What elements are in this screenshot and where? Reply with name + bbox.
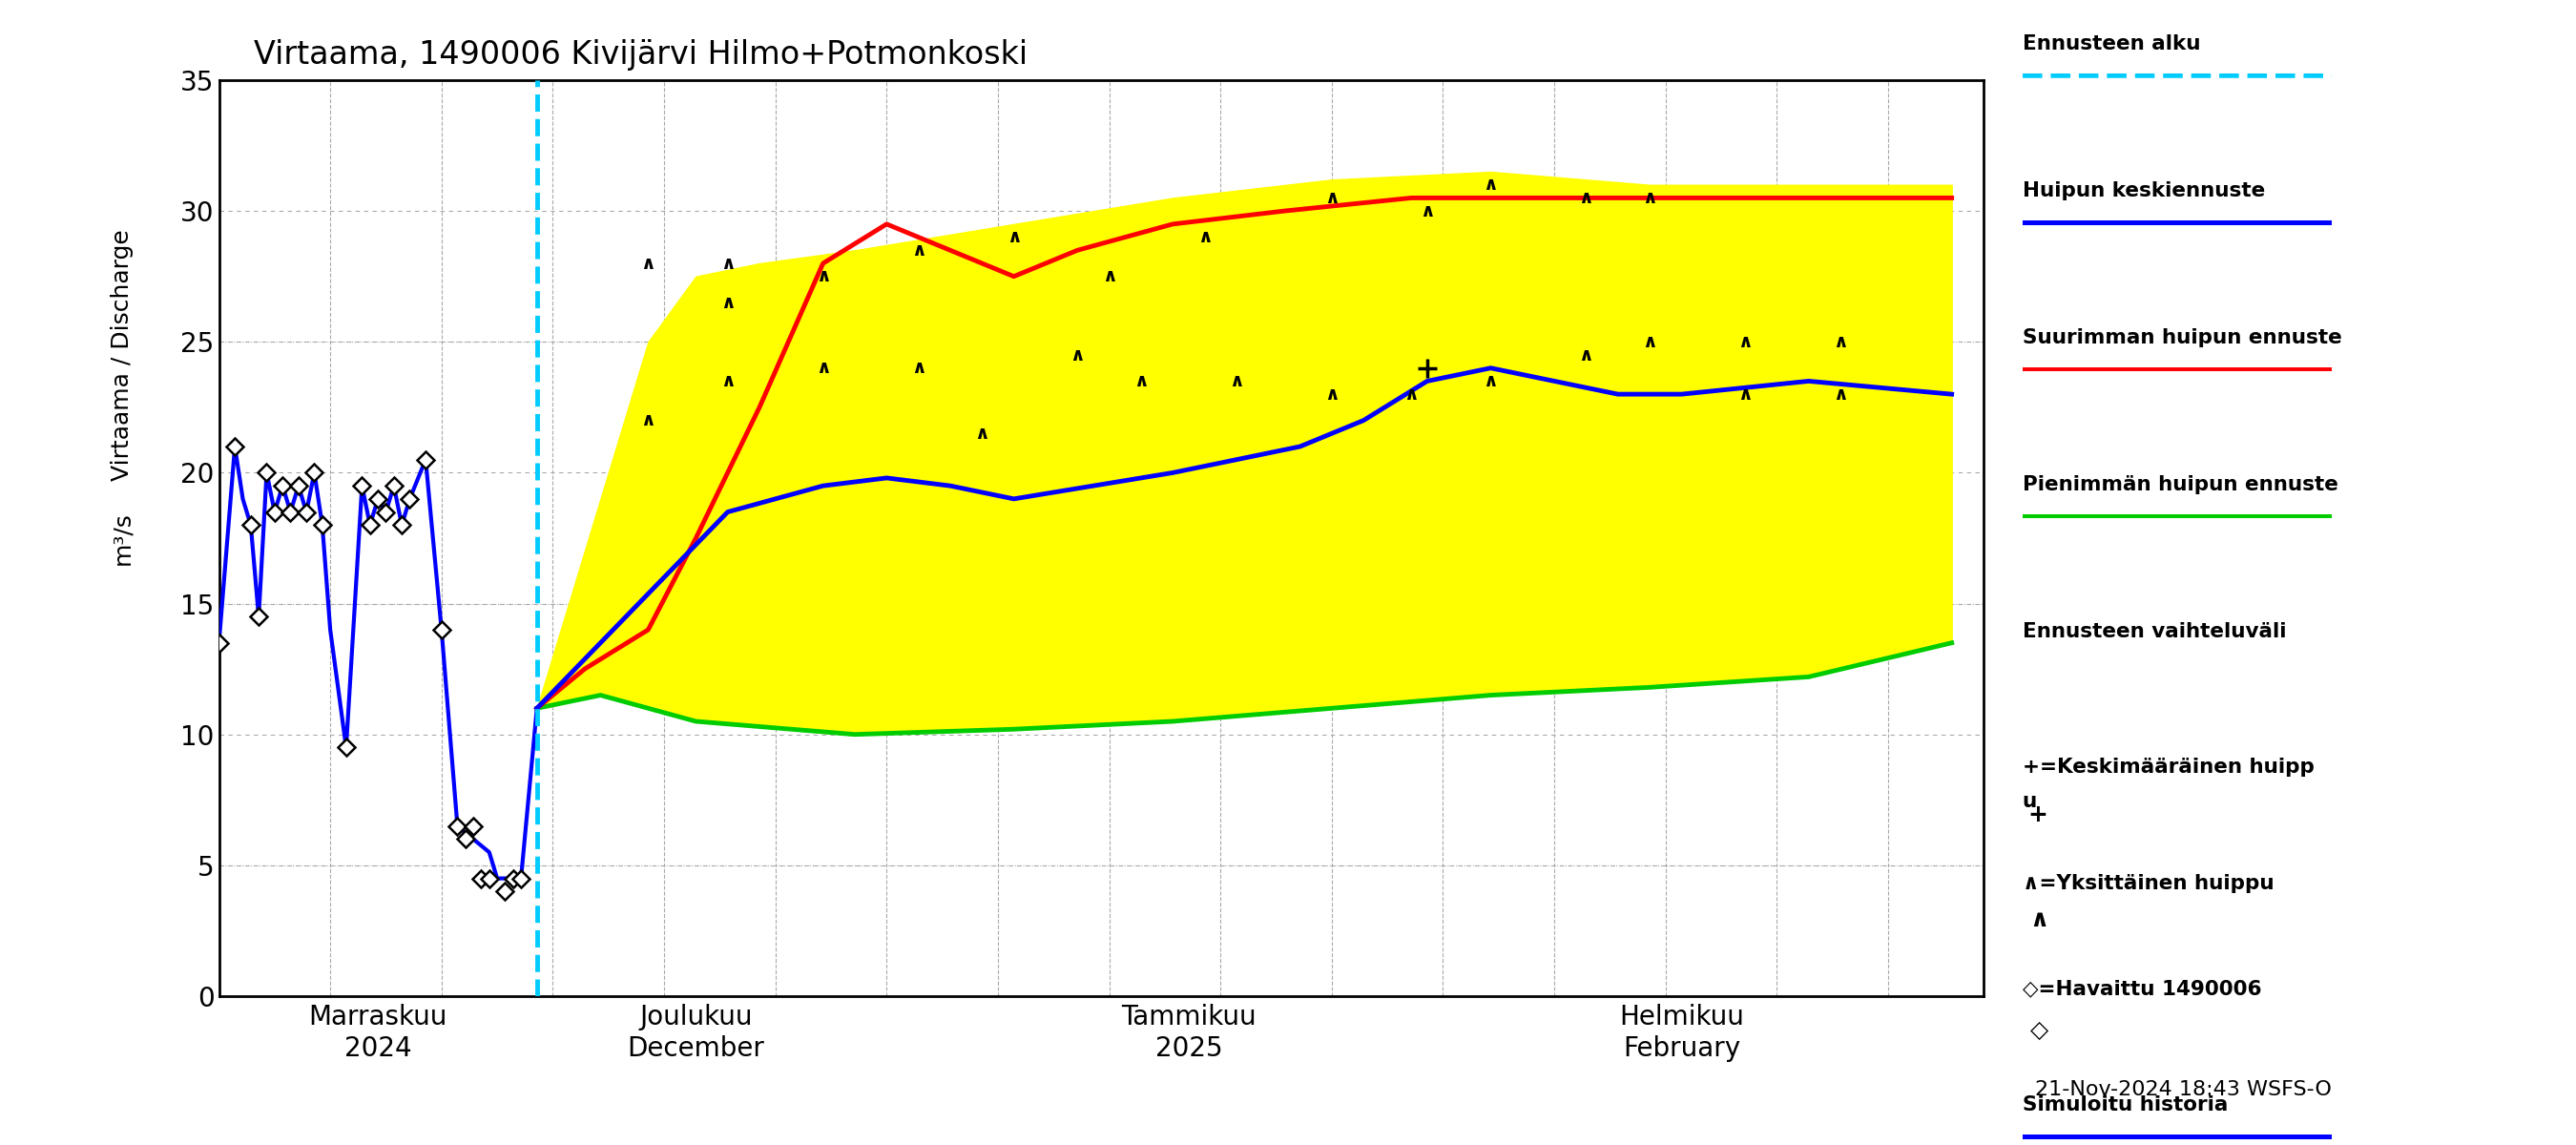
Text: ∧: ∧ bbox=[1069, 346, 1084, 364]
Text: ◇: ◇ bbox=[2030, 1019, 2048, 1042]
Text: ∧: ∧ bbox=[1484, 372, 1499, 390]
Text: ∧: ∧ bbox=[1834, 385, 1847, 403]
Text: ∧: ∧ bbox=[1198, 228, 1213, 246]
Text: ∧: ∧ bbox=[1641, 189, 1656, 207]
Text: ∧: ∧ bbox=[1579, 189, 1595, 207]
Text: ∧: ∧ bbox=[1133, 372, 1149, 390]
Text: Huipun keskiennuste: Huipun keskiennuste bbox=[2022, 181, 2264, 200]
Text: ∧: ∧ bbox=[641, 254, 657, 273]
Text: ∧: ∧ bbox=[1579, 346, 1595, 364]
Text: Ennusteen vaihteluväli: Ennusteen vaihteluväli bbox=[2022, 622, 2285, 641]
Text: ∧: ∧ bbox=[721, 293, 734, 311]
Text: Virtaama / Discharge: Virtaama / Discharge bbox=[111, 229, 134, 481]
Text: ∧: ∧ bbox=[2030, 909, 2048, 932]
Text: ∧: ∧ bbox=[1007, 228, 1020, 246]
Text: ∧: ∧ bbox=[1419, 202, 1435, 220]
Text: ∧: ∧ bbox=[817, 268, 829, 285]
Text: ∧: ∧ bbox=[912, 360, 925, 377]
Text: ∧: ∧ bbox=[1736, 385, 1752, 403]
Text: ∧: ∧ bbox=[1404, 385, 1419, 403]
Text: ∧: ∧ bbox=[1834, 333, 1847, 350]
Text: ∧: ∧ bbox=[1484, 176, 1499, 194]
Text: ∧: ∧ bbox=[974, 425, 989, 442]
Text: Ennusteen alku: Ennusteen alku bbox=[2022, 34, 2200, 54]
Text: ∧: ∧ bbox=[1229, 372, 1244, 390]
Text: ∧: ∧ bbox=[721, 254, 734, 273]
Text: ∧: ∧ bbox=[641, 411, 657, 429]
Text: Pienimmän huipun ennuste: Pienimmän huipun ennuste bbox=[2022, 475, 2339, 493]
Text: ∧=Yksittäinen huippu: ∧=Yksittäinen huippu bbox=[2022, 875, 2275, 893]
Text: u: u bbox=[2022, 792, 2038, 811]
Text: Suurimman huipun ennuste: Suurimman huipun ennuste bbox=[2022, 327, 2342, 347]
Text: Virtaama, 1490006 Kivijärvi Hilmo+Potmonkoski: Virtaama, 1490006 Kivijärvi Hilmo+Potmon… bbox=[255, 39, 1028, 71]
Text: ∧: ∧ bbox=[912, 242, 925, 259]
Text: +: + bbox=[2027, 804, 2048, 827]
Text: ∧: ∧ bbox=[1736, 333, 1752, 350]
Text: ∧: ∧ bbox=[1324, 189, 1340, 207]
Text: ◇=Havaittu 1490006: ◇=Havaittu 1490006 bbox=[2022, 979, 2262, 998]
Text: ∧: ∧ bbox=[721, 372, 734, 390]
Text: ∧: ∧ bbox=[1103, 268, 1118, 285]
Text: +=Keskimääräinen huipp: +=Keskimääräinen huipp bbox=[2022, 758, 2313, 776]
Text: ∧: ∧ bbox=[1324, 385, 1340, 403]
Text: 21-Nov-2024 18:43 WSFS-O: 21-Nov-2024 18:43 WSFS-O bbox=[2035, 1080, 2331, 1099]
Text: ∧: ∧ bbox=[1641, 333, 1656, 350]
Text: m³/s: m³/s bbox=[111, 512, 134, 564]
Text: ∧: ∧ bbox=[817, 360, 829, 377]
Text: Simuloitu historia: Simuloitu historia bbox=[2022, 1096, 2228, 1114]
